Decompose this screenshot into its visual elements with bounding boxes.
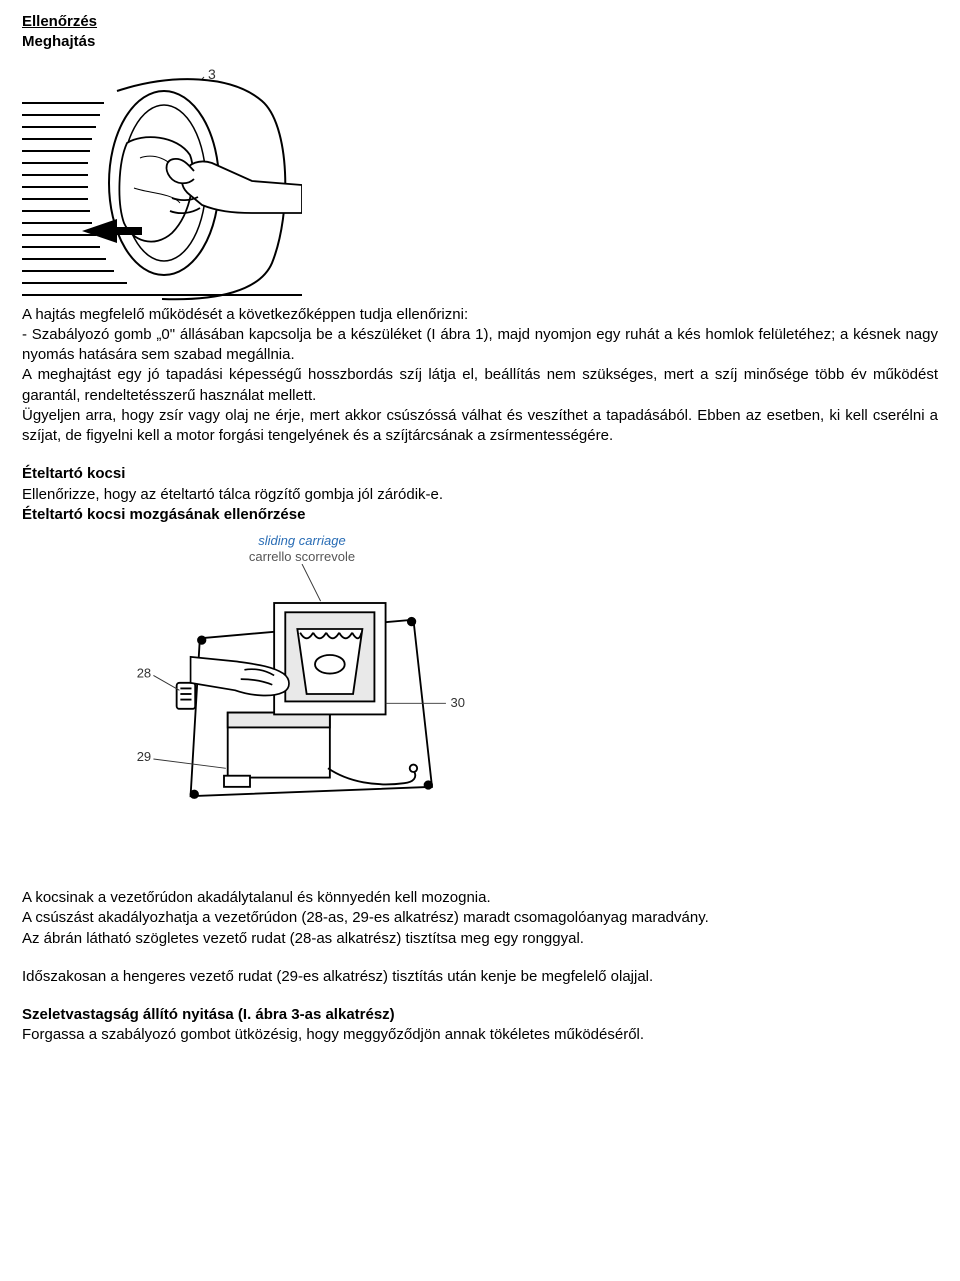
s4-h1: Szeletvastagság állító nyitása (I. ábra … xyxy=(22,1005,938,1025)
s2-h1: Ételtartó kocsi xyxy=(22,464,938,484)
figure-1: 3 xyxy=(22,63,302,303)
s1-p4: Ügyeljen arra, hogy zsír vagy olaj ne ér… xyxy=(22,406,938,447)
s2-p1: Ellenőrizze, hogy az ételtartó tálca rög… xyxy=(22,485,938,505)
figure-1-svg: 3 xyxy=(22,63,302,303)
fig2-callout-30: 30 xyxy=(451,695,465,710)
header-title-2: Meghajtás xyxy=(22,32,938,52)
figure-2-svg: 28 29 xyxy=(122,564,482,824)
header-title-1: Ellenőrzés xyxy=(22,12,938,32)
s1-p3: A meghajtást egy jó tapadási képességű h… xyxy=(22,365,938,406)
s1-p2: - Szabályozó gomb „0" állásában kapcsolj… xyxy=(22,325,938,366)
s4-p1: Forgassa a szabályozó gombot ütközésig, … xyxy=(22,1025,938,1045)
s2-h2: Ételtartó kocsi mozgásának ellenőrzése xyxy=(22,505,938,525)
fig2-caption-line1: sliding carriage xyxy=(122,533,482,549)
s3-p2: A csúszást akadályozhatja a vezetőrúdon … xyxy=(22,908,938,928)
fig2-callout-29: 29 xyxy=(137,749,151,764)
fig2-caption-line2: carrello scorrevole xyxy=(122,549,482,565)
figure-2-caption: sliding carriage carrello scorrevole xyxy=(122,533,482,564)
s3-p3: Az ábrán látható szögletes vezető rudat … xyxy=(22,929,938,949)
figure-2: sliding carriage carrello scorrevole 28 xyxy=(122,533,482,824)
s3-p1: A kocsinak a vezetőrúdon akadálytalanul … xyxy=(22,888,938,908)
s3-p4: Időszakosan a hengeres vezető rudat (29-… xyxy=(22,967,938,987)
s1-p1: A hajtás megfelelő működését a következő… xyxy=(22,305,938,325)
fig2-callout-28: 28 xyxy=(137,665,151,680)
